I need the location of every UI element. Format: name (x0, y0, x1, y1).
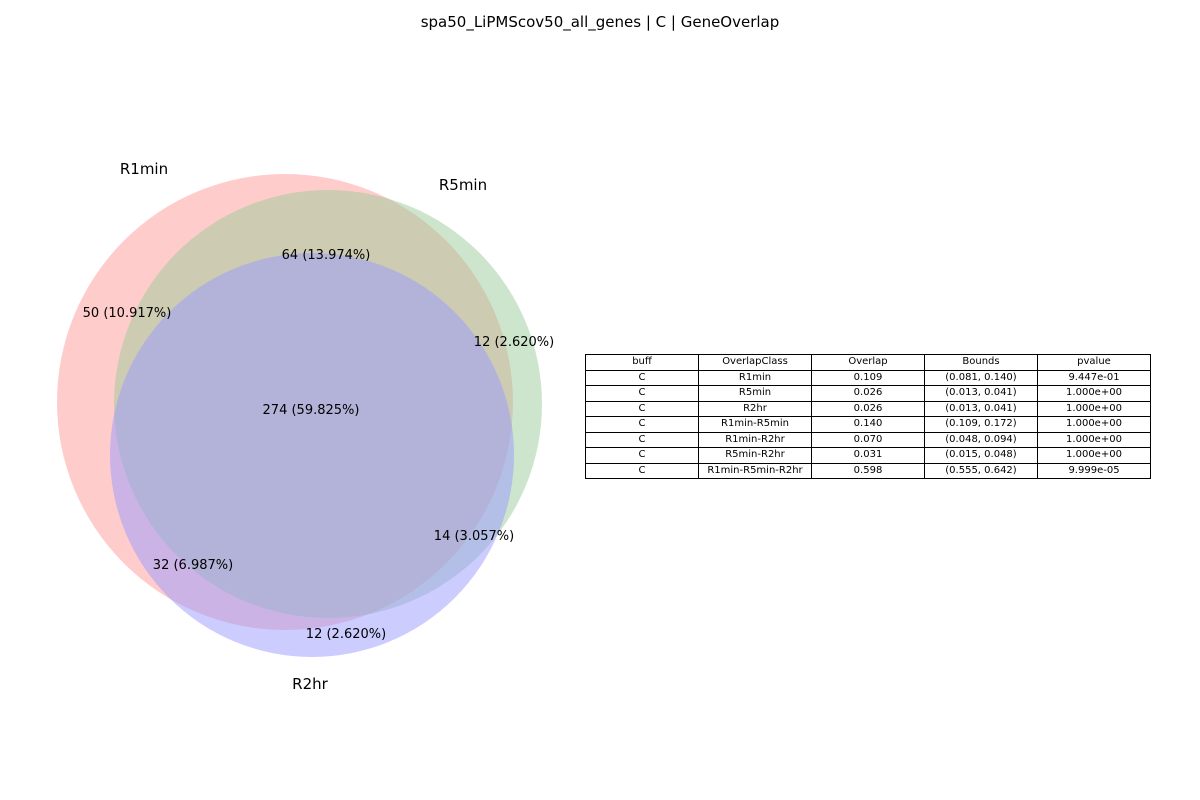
table-header-row: buff OverlapClass Overlap Bounds pvalue (585, 354, 1151, 371)
table-cell: (0.048, 0.094) (924, 431, 1038, 448)
table-cell: R5min-R2hr (698, 447, 812, 464)
set-label-r1min: R1min (120, 160, 168, 178)
venn-circle-r2hr (110, 253, 514, 657)
table-header-cell: pvalue (1037, 354, 1151, 371)
table-cell: (0.015, 0.048) (924, 447, 1038, 464)
table-cell: 0.031 (811, 447, 925, 464)
venn-diagram: R1min R5min R2hr 64 (13.974%) 50 (10.917… (57, 160, 554, 693)
table-cell: C (585, 447, 699, 464)
table-cell: R2hr (698, 400, 812, 417)
table-cell: (0.013, 0.041) (924, 400, 1038, 417)
table-cell: R1min-R2hr (698, 431, 812, 448)
table-row: C R1min-R5min 0.140 (0.109, 0.172) 1.000… (585, 416, 1151, 433)
table-cell: C (585, 431, 699, 448)
table-cell: 0.140 (811, 416, 925, 433)
table-row: C R1min-R2hr 0.070 (0.048, 0.094) 1.000e… (585, 431, 1151, 448)
table-cell: R5min (698, 385, 812, 402)
table-cell: 0.070 (811, 431, 925, 448)
table-row: C R1min-R5min-R2hr 0.598 (0.555, 0.642) … (585, 462, 1151, 479)
table-cell: 1.000e+00 (1037, 431, 1151, 448)
table-row: C R5min 0.026 (0.013, 0.041) 1.000e+00 (585, 385, 1151, 402)
table-cell: R1min (698, 369, 812, 386)
table-header-cell: buff (585, 354, 699, 371)
table-header-cell: OverlapClass (698, 354, 812, 371)
table-cell: 9.447e-01 (1037, 369, 1151, 386)
table-row: C R5min-R2hr 0.031 (0.015, 0.048) 1.000e… (585, 447, 1151, 464)
table-cell: 1.000e+00 (1037, 447, 1151, 464)
figure-title: spa50_LiPMScov50_all_genes | C | GeneOve… (420, 13, 780, 31)
table-cell: 0.026 (811, 385, 925, 402)
table-cell: 9.999e-05 (1037, 462, 1151, 479)
table-cell: (0.109, 0.172) (924, 416, 1038, 433)
table-cell: (0.013, 0.041) (924, 385, 1038, 402)
region-r1-r5: 64 (13.974%) (282, 248, 371, 263)
table-header-cell: Overlap (811, 354, 925, 371)
table-cell: 1.000e+00 (1037, 385, 1151, 402)
region-r1-only: 50 (10.917%) (83, 306, 172, 321)
region-r2-only: 12 (2.620%) (306, 627, 386, 642)
table-cell: 0.109 (811, 369, 925, 386)
region-r5-r2: 14 (3.057%) (434, 529, 514, 544)
set-label-r2hr: R2hr (292, 675, 328, 693)
table-header-cell: Bounds (924, 354, 1038, 371)
table-cell: C (585, 400, 699, 417)
table-row: C R2hr 0.026 (0.013, 0.041) 1.000e+00 (585, 400, 1151, 417)
table-cell: R1min-R5min (698, 416, 812, 433)
region-all: 274 (59.825%) (263, 403, 360, 418)
region-r1-r2: 32 (6.987%) (153, 558, 233, 573)
table-cell: 0.598 (811, 462, 925, 479)
table-cell: (0.081, 0.140) (924, 369, 1038, 386)
overlap-stats-table: buff OverlapClass Overlap Bounds pvalue … (585, 354, 1151, 479)
table-cell: 1.000e+00 (1037, 400, 1151, 417)
table-cell: C (585, 385, 699, 402)
table-cell: R1min-R5min-R2hr (698, 462, 812, 479)
table-row: C R1min 0.109 (0.081, 0.140) 9.447e-01 (585, 369, 1151, 386)
table-cell: 0.026 (811, 400, 925, 417)
table-cell: C (585, 462, 699, 479)
table-cell: C (585, 416, 699, 433)
table-cell: (0.555, 0.642) (924, 462, 1038, 479)
region-r5-only: 12 (2.620%) (474, 335, 554, 350)
table-cell: C (585, 369, 699, 386)
set-label-r5min: R5min (439, 176, 487, 194)
table-cell: 1.000e+00 (1037, 416, 1151, 433)
